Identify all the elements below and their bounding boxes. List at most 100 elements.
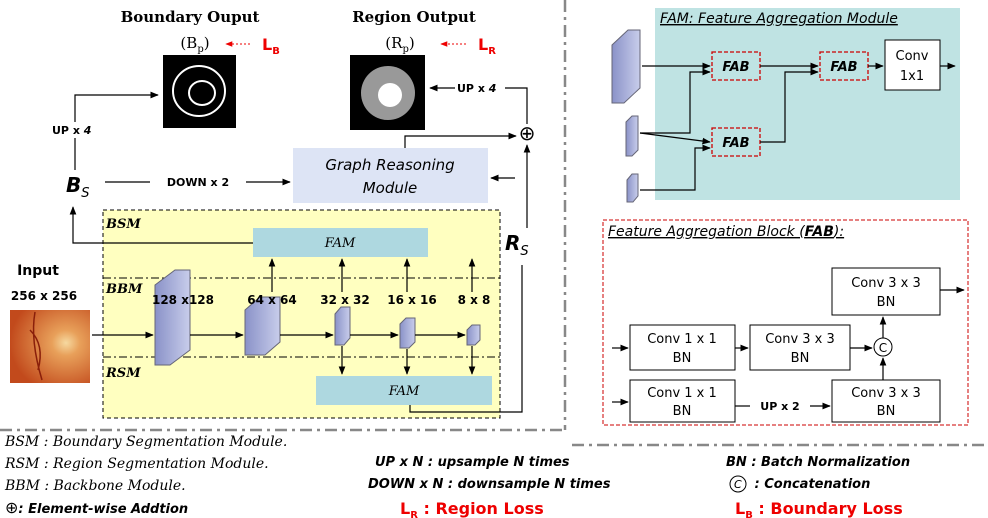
label-bg: [50, 122, 100, 138]
subscript: p: [402, 44, 408, 55]
bbm-label: BBM: [105, 282, 143, 297]
conv-box: [629, 324, 736, 371]
fam-label: FAM: [388, 384, 420, 399]
feature-map: [611, 29, 641, 104]
conv-label: BN: [791, 351, 810, 366]
feature-map: [399, 317, 416, 349]
text-part: S: [81, 186, 89, 201]
size-label: 128 x128: [152, 293, 214, 307]
region-output-title: Region Output: [352, 8, 476, 26]
legend-item: ⊕: Element-wise Addtion: [5, 498, 188, 517]
up-label: UP x 4: [52, 124, 91, 137]
vessels: [29, 311, 43, 381]
conv-box: [884, 39, 941, 91]
graph-reasoning-box: [293, 148, 488, 203]
arrow: [640, 144, 711, 191]
concat-circle: [729, 475, 747, 493]
loss-label: LB: [262, 35, 280, 57]
text-part: B: [745, 510, 753, 518]
text-part: : Boundary Loss: [753, 499, 903, 518]
text-part: 4: [83, 124, 92, 137]
conv-label: Conv 3 x 3: [851, 276, 921, 291]
bsm-label: BSM: [105, 217, 141, 232]
fam-module-panel: [655, 8, 960, 200]
legend-item: BSM : Boundary Segmentation Module.: [4, 434, 287, 450]
conv-label: BN: [673, 351, 692, 366]
region-cup: [378, 83, 402, 107]
feature-map: [625, 115, 639, 157]
text-part: ): [204, 34, 210, 52]
legend-item: RSM : Region Segmentation Module.: [4, 456, 269, 472]
symbol: L: [262, 35, 272, 54]
loss-label: LR: [478, 35, 496, 57]
conv-label: BN: [877, 295, 896, 310]
legend-item: C : Concatenation: [734, 477, 870, 492]
subscript: R: [488, 46, 496, 57]
boundary-output-label: (Bp): [180, 34, 209, 55]
legend-item: UP x N : upsample N times: [375, 455, 570, 470]
fab-block-title: Feature Aggregation Block (FAB):: [608, 224, 844, 240]
rsm-label: RSM: [105, 366, 141, 381]
feature-map: [154, 269, 191, 366]
arrow: [639, 132, 711, 145]
fam-label: FAM: [324, 236, 356, 251]
boundary-ring: [172, 65, 226, 117]
rs-symbol: RS: [505, 231, 529, 259]
connector: [505, 87, 528, 124]
fam-box: [253, 228, 428, 257]
conv-label: Conv 3 x 3: [765, 332, 835, 347]
size-label: 16 x 16: [387, 293, 437, 307]
symbol: L: [478, 35, 488, 54]
subscript: p: [197, 44, 203, 55]
boundary-ring: [188, 80, 216, 106]
size-label: 8 x 8: [458, 293, 491, 307]
legend-item: LB : Boundary Loss: [735, 499, 903, 518]
down-label: DOWN x 2: [167, 176, 229, 189]
text-part: UP x: [52, 124, 84, 137]
fab-label: FAB: [722, 136, 749, 151]
text-part: R: [410, 510, 418, 518]
graph-label: Graph Reasoning: [325, 156, 454, 174]
text-part: : Concatenation: [750, 477, 870, 492]
up-label: UP x 2: [760, 400, 799, 413]
legend-item: LR : Region Loss: [400, 499, 544, 518]
fam-module-title: FAM: Feature Aggregation Module: [660, 11, 898, 27]
fab-label: FAB: [830, 60, 857, 75]
arrow: [640, 68, 711, 134]
input-image: [10, 310, 90, 383]
arrow: [404, 132, 517, 148]
conv-label: 1x1: [900, 69, 924, 84]
text-part: UP x: [457, 82, 489, 95]
concat-label: C: [879, 341, 887, 355]
bs-symbol: BS: [66, 173, 90, 201]
input-label: Input: [17, 263, 59, 279]
conv-box: [831, 379, 941, 423]
conv-label: BN: [673, 404, 692, 419]
conv-label: Conv: [896, 49, 929, 64]
text-part: L: [735, 499, 745, 518]
arrow: [74, 91, 159, 170]
text-part: FAB: [805, 224, 834, 240]
text-part: Feature Aggregation Block (: [608, 224, 805, 240]
subscript: B: [272, 46, 280, 57]
arrow: [760, 68, 819, 143]
symbol: B: [186, 34, 197, 52]
arrow: [69, 206, 253, 244]
up-label: UP x 4: [457, 82, 496, 95]
add-symbol: ⊕: [519, 121, 536, 145]
conv-box: [629, 379, 736, 423]
fab-label: FAB: [722, 60, 749, 75]
boundary-output-title: Boundary Ouput: [121, 8, 260, 26]
text-part: ): [409, 34, 415, 52]
text-part: : Element-wise Addtion: [18, 502, 188, 517]
text-part: B: [66, 173, 81, 197]
blocks: Conv 3 x 3 BN Conv 1 x 1 BN Conv 3 x 3 B…: [629, 267, 941, 423]
conv-label: Conv 1 x 1: [647, 332, 717, 347]
legend-item: BBM : Backbone Module.: [4, 478, 186, 494]
feature-map: [466, 324, 481, 346]
conv-label: BN: [877, 404, 896, 419]
feature-map: [334, 306, 351, 346]
feature-map: [626, 173, 639, 203]
conv-box: [749, 324, 851, 371]
conv-label: Conv 3 x 3: [851, 386, 921, 401]
